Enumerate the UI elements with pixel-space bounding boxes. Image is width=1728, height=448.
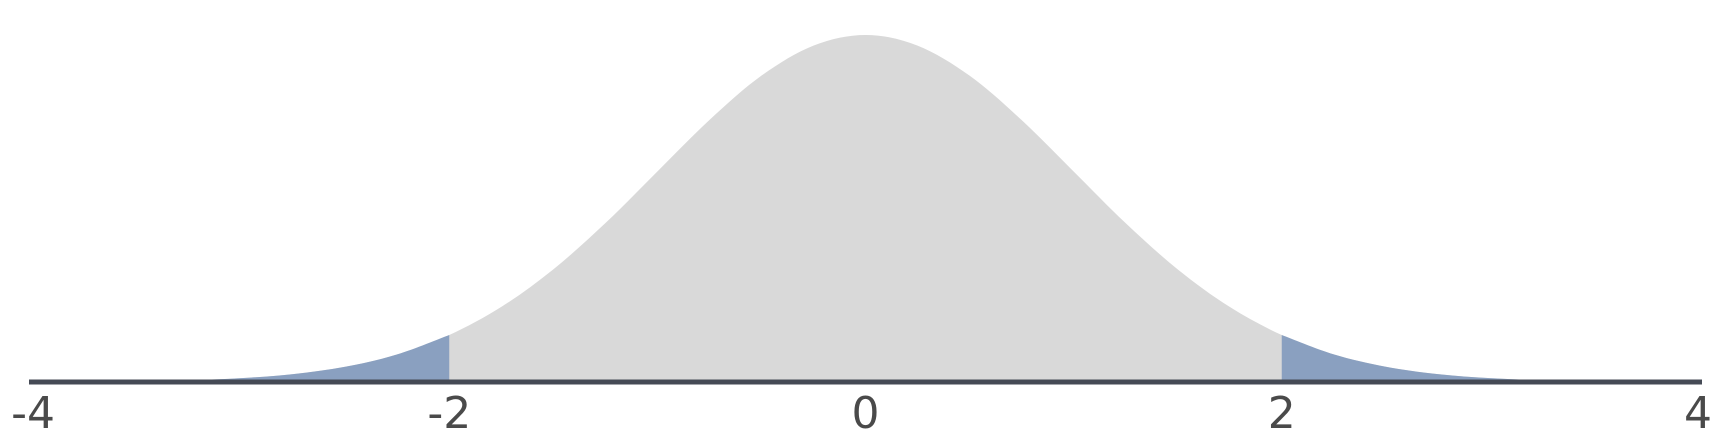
x-tick-label: 0 [852, 388, 880, 439]
tail-area [33, 335, 450, 382]
x-tick-label: -4 [11, 388, 55, 439]
tail-area [1281, 335, 1698, 382]
x-tick-label: 2 [1268, 388, 1296, 439]
x-tick-label: 4 [1684, 388, 1712, 439]
x-tick-label: -2 [427, 388, 471, 439]
density-area [33, 34, 1698, 382]
